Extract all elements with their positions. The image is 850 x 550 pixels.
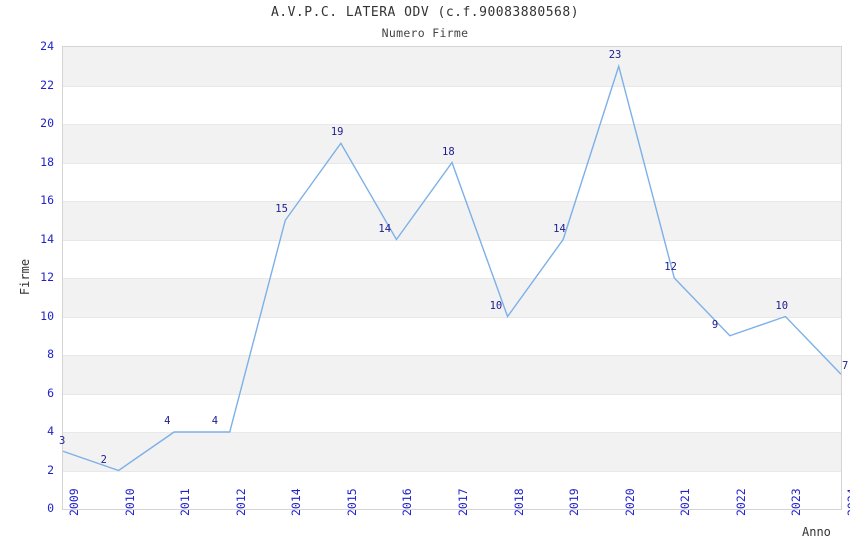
y-tick-label: 12 <box>40 270 54 284</box>
gridline <box>63 85 841 87</box>
x-tick-label: 2015 <box>344 488 359 516</box>
x-tick-label: 2010 <box>122 488 137 516</box>
series-line-numero-firme <box>62 63 842 472</box>
background-band <box>63 278 841 317</box>
y-tick-label: 4 <box>47 424 54 438</box>
x-tick-label: 2011 <box>178 488 193 516</box>
background-band <box>63 432 841 471</box>
gridline <box>63 239 841 241</box>
x-tick-label: 2017 <box>456 488 470 516</box>
plot-area: 3 2 4 4 15 19 14 18 10 14 23 12 9 10 7 <box>59 46 848 510</box>
chart-subtitle: Numero Firme <box>381 26 469 40</box>
y-axis-title: Firme <box>18 258 32 296</box>
x-tick-label: 2024 <box>845 488 850 516</box>
x-tick-label: 2016 <box>400 488 415 516</box>
y-tick-label: 14 <box>40 231 54 246</box>
chart-title: A.V.P.C. LATERA ODV (c.f.90083880568) <box>270 5 580 20</box>
gridline <box>63 201 841 202</box>
gridline <box>63 432 841 433</box>
x-tick-label: 2014 <box>289 488 304 516</box>
x-axis-title: Anno <box>802 525 831 539</box>
gridline <box>63 355 841 356</box>
y-tick-label: 20 <box>40 116 54 130</box>
background-band <box>63 47 841 86</box>
y-tick-label: 0 <box>47 501 54 515</box>
y-tick-label: 18 <box>40 154 54 169</box>
x-tick-label: 2021 <box>678 488 693 516</box>
x-tick-label: 2019 <box>567 488 582 516</box>
y-tick-label: 16 <box>40 193 54 207</box>
y-tick-label: 2 <box>47 462 54 477</box>
gridline <box>63 393 841 395</box>
gridline <box>63 124 841 125</box>
background-band <box>63 355 841 394</box>
background-band <box>63 201 841 240</box>
y-tick-label: 6 <box>47 385 54 400</box>
gridline <box>63 470 841 472</box>
x-tick-label: 2020 <box>622 488 637 516</box>
y-tick-label: 22 <box>40 77 54 92</box>
y-tick-label: 10 <box>40 308 54 323</box>
x-tick-label: 2023 <box>789 488 804 516</box>
x-tick-label: 2018 <box>511 488 526 516</box>
gridline <box>63 316 841 318</box>
gridline <box>63 278 841 279</box>
y-tick-label: 8 <box>47 347 54 361</box>
x-tick-label: 2012 <box>233 488 248 516</box>
background-band <box>63 124 841 163</box>
y-tick-label: 24 <box>40 39 54 53</box>
y-axis-tick-labels: 0 2 4 6 8 10 12 14 16 18 20 22 24 <box>0 39 850 515</box>
x-tick-label: 2022 <box>733 488 748 516</box>
x-tick-label: 2009 <box>67 488 81 516</box>
